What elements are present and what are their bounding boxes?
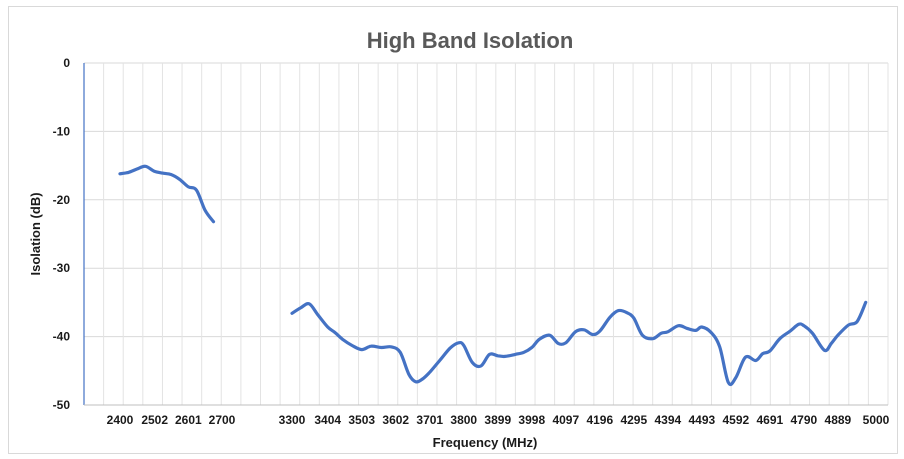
x-tick-label: 4691 bbox=[756, 413, 783, 427]
x-tick-labels: 2400 2502 2601 2700 3300 3404 3503 3602 3701 3800… bbox=[107, 413, 890, 427]
y-axis-title: Isolation (dB) bbox=[28, 192, 43, 275]
y-tick-label: -20 bbox=[53, 193, 71, 207]
grid bbox=[84, 62, 889, 405]
x-tick-label: 2400 bbox=[107, 413, 134, 427]
y-tick-label: -40 bbox=[53, 330, 71, 344]
series-lines bbox=[118, 164, 868, 387]
x-tick-label: 3300 bbox=[279, 413, 306, 427]
x-tick-label: 4493 bbox=[688, 413, 715, 427]
x-tick-label: 3899 bbox=[484, 413, 511, 427]
x-tick-label: 4295 bbox=[620, 413, 647, 427]
series-line-segment-2 bbox=[290, 300, 868, 387]
y-tick-label: -10 bbox=[53, 124, 71, 138]
x-tick-label: 3701 bbox=[416, 413, 443, 427]
chart-frame bbox=[8, 6, 898, 454]
x-tick-label: 4592 bbox=[722, 413, 749, 427]
y-tick-labels: 0 -10 -20 -30 -40 -50 bbox=[53, 56, 71, 412]
x-tick-label: 4889 bbox=[825, 413, 852, 427]
x-tick-label: 3998 bbox=[518, 413, 545, 427]
x-tick-label: 3404 bbox=[314, 413, 341, 427]
x-tick-label: 3800 bbox=[450, 413, 477, 427]
chart-title: High Band Isolation bbox=[367, 28, 574, 53]
x-tick-label: 4394 bbox=[654, 413, 681, 427]
axes bbox=[83, 63, 888, 406]
series-line-segment-1 bbox=[118, 164, 216, 224]
x-tick-label: 2700 bbox=[209, 413, 236, 427]
x-tick-label: 3503 bbox=[348, 413, 375, 427]
x-tick-label: 4790 bbox=[791, 413, 818, 427]
x-axis-title: Frequency (MHz) bbox=[433, 435, 538, 450]
x-tick-label: 3602 bbox=[382, 413, 409, 427]
y-tick-label: 0 bbox=[63, 56, 70, 70]
x-tick-label: 2601 bbox=[175, 413, 202, 427]
y-tick-label: -50 bbox=[53, 398, 71, 412]
x-tick-label: 5000 bbox=[863, 413, 890, 427]
x-tick-label: 2502 bbox=[141, 413, 168, 427]
x-tick-label: 4097 bbox=[552, 413, 579, 427]
y-tick-label: -30 bbox=[53, 261, 71, 275]
x-tick-label: 4196 bbox=[586, 413, 613, 427]
